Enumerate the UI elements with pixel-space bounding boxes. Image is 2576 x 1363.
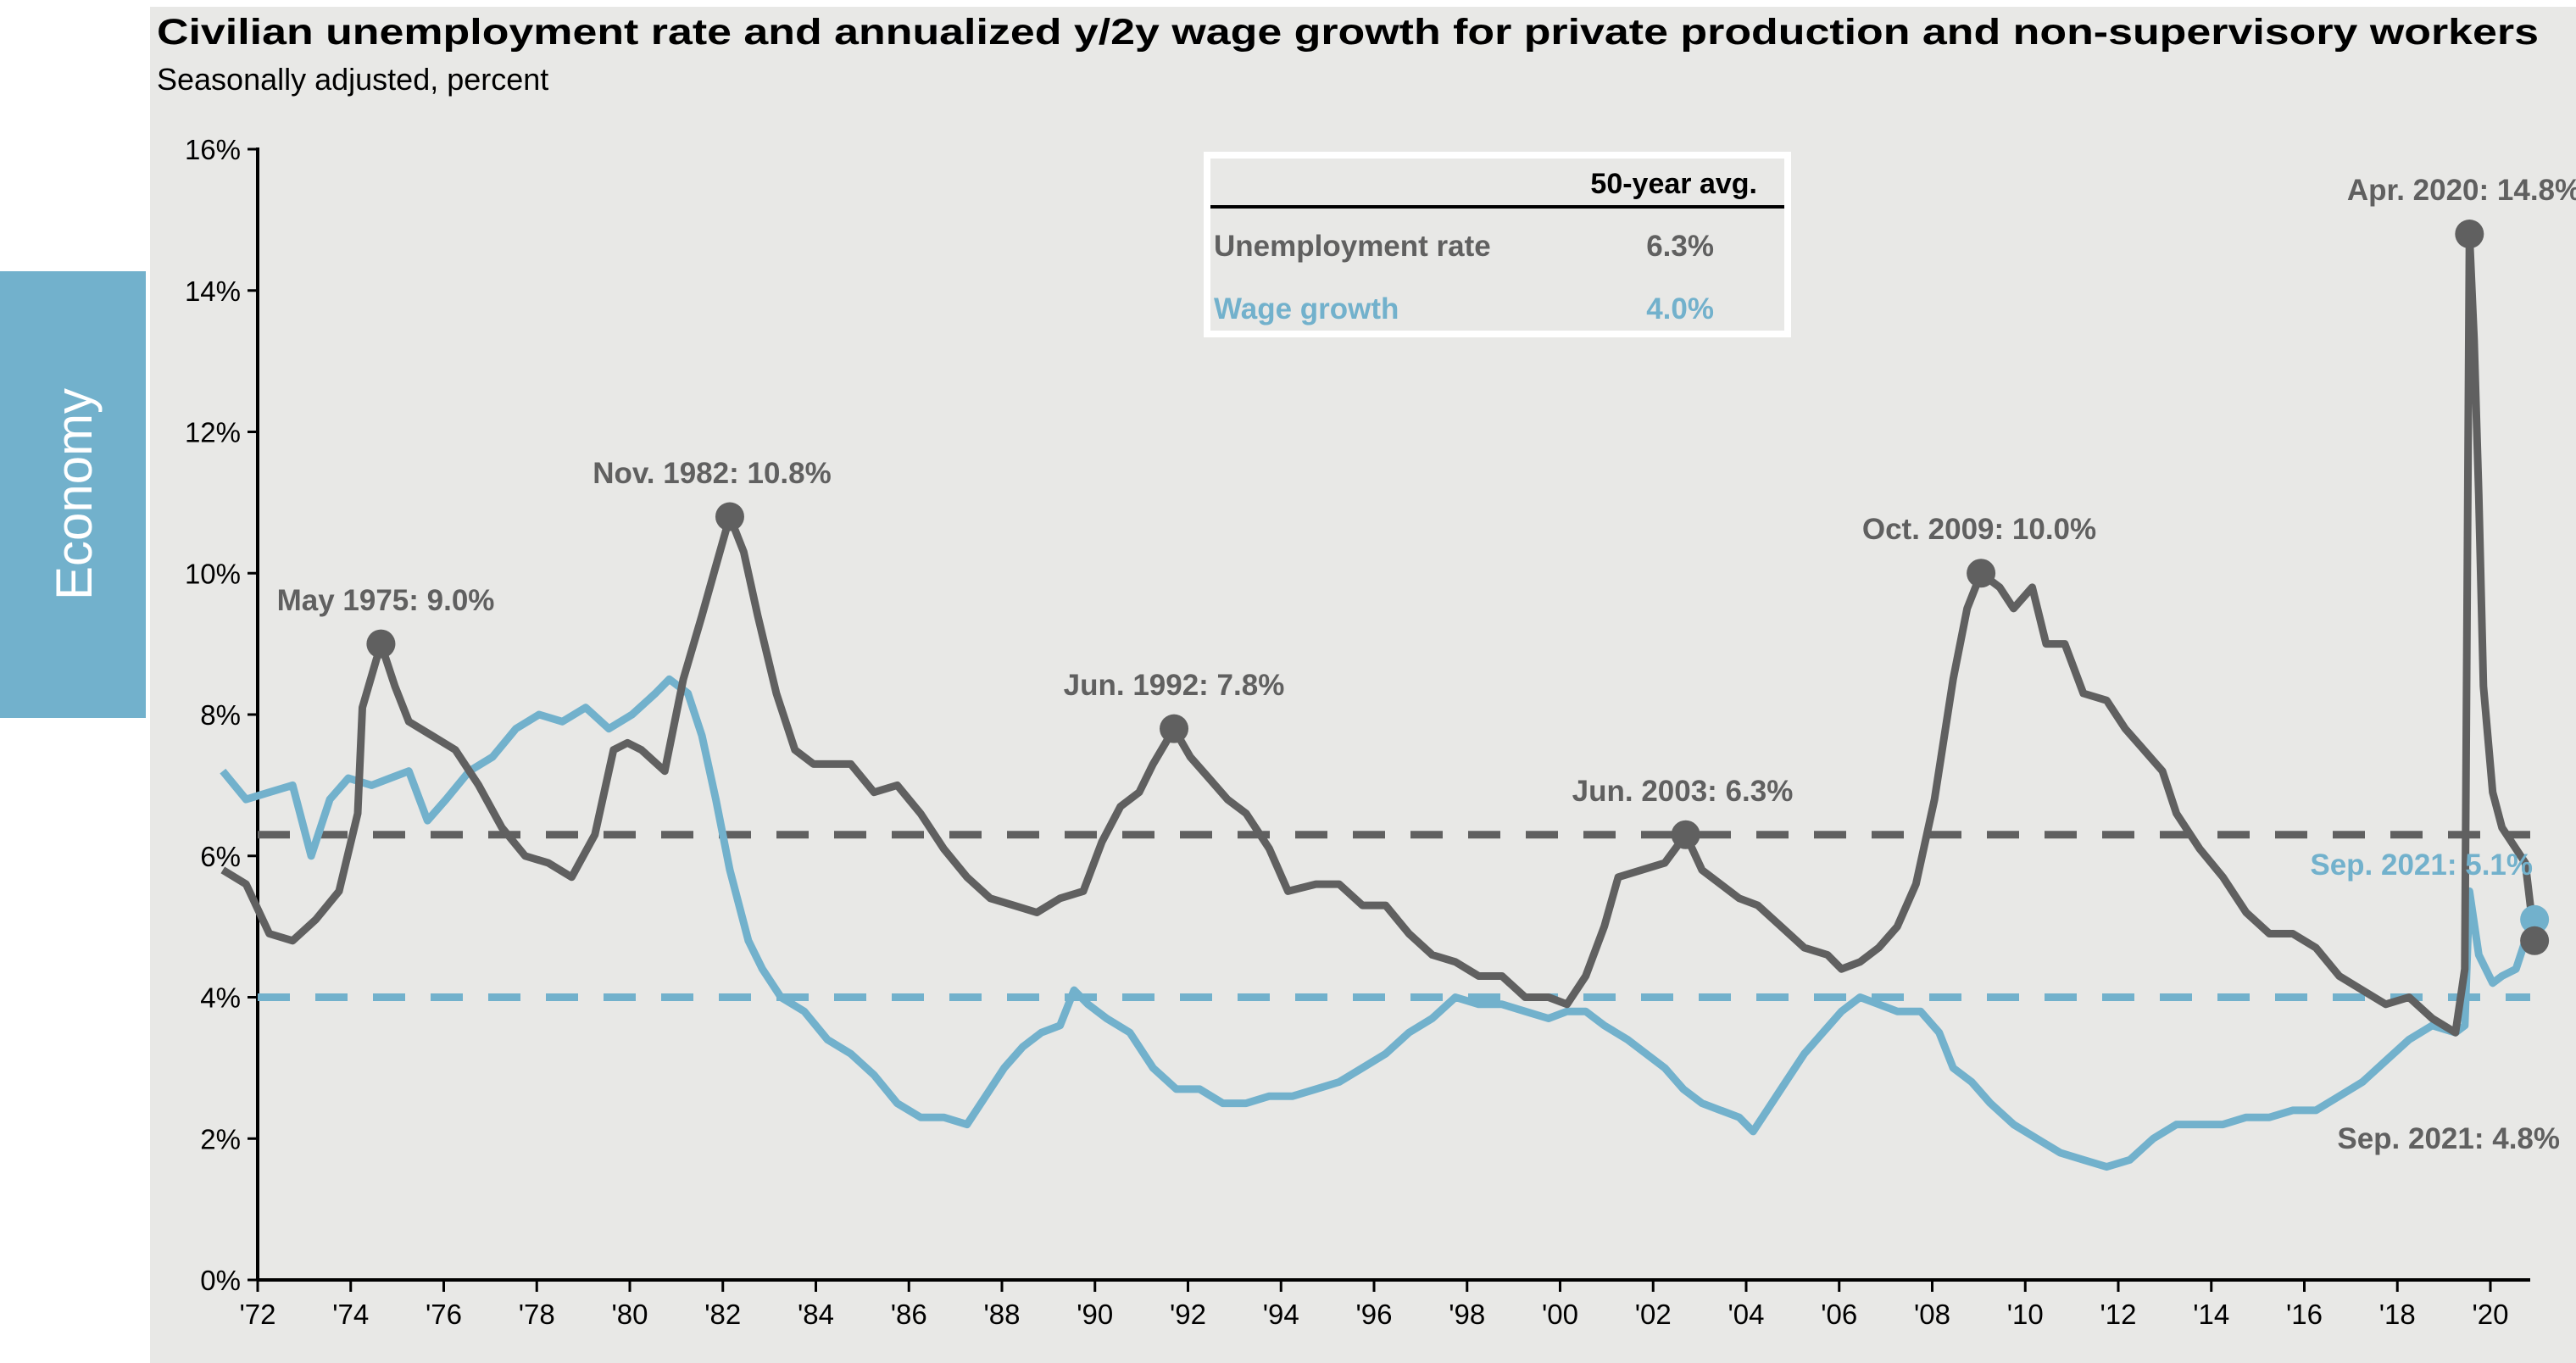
x-tick-label: '02 [1635, 1299, 1672, 1330]
y-tick-label: 16% [185, 134, 241, 165]
y-tick-label: 10% [185, 558, 241, 589]
markers [366, 220, 2550, 955]
x-tick-label: '92 [1170, 1299, 1206, 1330]
x-tick-label: '74 [332, 1299, 369, 1330]
data-point-marker [366, 629, 396, 659]
annotation-label: Oct. 2009: 10.0% [1862, 513, 2096, 546]
data-point-marker [1967, 559, 1996, 588]
x-tick-label: '12 [2100, 1299, 2136, 1330]
x-tick-label: '80 [611, 1299, 648, 1330]
wage-growth-line [220, 675, 2539, 1171]
legend-unemployment-value: 6.3% [1646, 230, 1714, 263]
data-point-marker [2455, 220, 2484, 249]
y-tick-label: 2% [200, 1123, 241, 1154]
legend-box: 50-year avg. Unemployment rate 6.3% Wage… [1204, 152, 1791, 337]
x-tick-label: '10 [2007, 1299, 2044, 1330]
data-point-marker [1160, 714, 1189, 743]
annotation-label: Jun. 2003: 6.3% [1572, 775, 1794, 808]
x-tick-label: '90 [1077, 1299, 1113, 1330]
legend-header: 50-year avg. [1590, 168, 1757, 200]
x-tick-label: '98 [1449, 1299, 1485, 1330]
y-tick-label: 8% [200, 699, 241, 731]
x-tick-label: '20 [2472, 1299, 2508, 1330]
x-tick-label: '14 [2193, 1299, 2229, 1330]
x-tick-label: '94 [1263, 1299, 1299, 1330]
data-point-marker [1671, 820, 1700, 849]
legend-unemployment-label: Unemployment rate [1214, 230, 1491, 263]
data-point-marker [2520, 926, 2550, 955]
x-tick-label: '08 [1914, 1299, 1950, 1330]
annotation-label: Jun. 1992: 7.8% [1064, 669, 1285, 702]
x-tick-label: '88 [983, 1299, 1020, 1330]
legend-wage-value: 4.0% [1646, 292, 1714, 325]
series-lines [220, 230, 2539, 1171]
annotation-label: Nov. 1982: 10.8% [593, 457, 831, 490]
axes: 0% 2% 4% 6% 8% 10% 12% 14% 16% '72 '74 '76 '78 '80 '82… [185, 134, 2530, 1330]
chart-title: Civilian unemployment rate and annualize… [157, 12, 2539, 53]
annotation-label: May 1975: 9.0% [277, 584, 495, 617]
sidebar-tab-label: Economy [46, 388, 103, 600]
x-tick-label: '96 [1355, 1299, 1392, 1330]
chart-subtitle: Seasonally adjusted, percent [157, 62, 548, 97]
annotation-label: Sep. 2021: 4.8% [2337, 1122, 2560, 1155]
x-tick-label: '72 [239, 1299, 275, 1330]
x-tick-label: '86 [891, 1299, 927, 1330]
y-tick-label: 4% [200, 982, 241, 1014]
legend-wage-label: Wage growth [1214, 292, 1399, 325]
data-point-marker [2520, 904, 2550, 934]
y-tick-label: 0% [200, 1265, 241, 1296]
data-point-marker [715, 502, 744, 531]
x-tick-label: '04 [1728, 1299, 1764, 1330]
x-tick-label: '16 [2286, 1299, 2323, 1330]
sidebar-tab[interactable] [0, 271, 146, 718]
x-tick-label: '84 [798, 1299, 834, 1330]
annotation-label: Apr. 2020: 14.8% [2347, 174, 2576, 207]
annotations: May 1975: 9.0% Nov. 1982: 10.8% Jun. 1992:… [277, 174, 2576, 1155]
y-tick-label: 12% [185, 417, 241, 448]
x-tick-label: '06 [1821, 1299, 1857, 1330]
y-tick-label: 14% [185, 275, 241, 307]
x-tick-label: '82 [704, 1299, 741, 1330]
y-tick-label: 6% [200, 841, 241, 872]
x-tick-label: '78 [519, 1299, 555, 1330]
x-tick-label: '76 [426, 1299, 462, 1330]
x-tick-label: '00 [1542, 1299, 1578, 1330]
unemployment-line [220, 230, 2539, 1037]
annotation-label: Sep. 2021: 5.1% [2310, 848, 2533, 882]
x-tick-label: '18 [2379, 1299, 2416, 1330]
